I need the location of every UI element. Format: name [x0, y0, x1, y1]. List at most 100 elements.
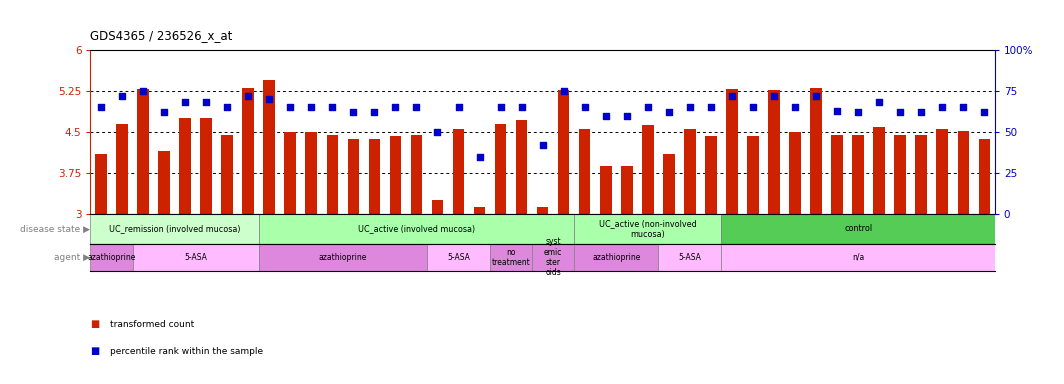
Point	[954, 104, 971, 111]
Bar	[264, 80, 275, 214]
Bar	[558, 90, 569, 214]
Text: percentile rank within the sample: percentile rank within the sample	[110, 347, 263, 356]
Bar	[874, 126, 885, 214]
Bar	[452, 129, 464, 214]
Bar	[411, 135, 422, 214]
Bar	[159, 151, 170, 214]
Bar	[659, 244, 721, 271]
Bar	[747, 136, 759, 214]
Text: no
treatment: no treatment	[492, 248, 531, 267]
Point	[177, 99, 194, 106]
Point	[808, 93, 825, 99]
Point	[724, 93, 741, 99]
Point	[702, 104, 719, 111]
Bar	[579, 129, 591, 214]
Bar	[979, 139, 991, 214]
Point	[870, 99, 887, 106]
Bar	[721, 244, 995, 271]
Bar	[259, 214, 575, 244]
Bar	[721, 214, 995, 244]
Point	[934, 104, 951, 111]
Point	[913, 109, 930, 115]
Text: n/a: n/a	[852, 253, 864, 262]
Point	[408, 104, 425, 111]
Bar	[90, 244, 133, 271]
Bar	[221, 135, 233, 214]
Point	[639, 104, 656, 111]
Bar	[726, 89, 737, 214]
Bar	[491, 244, 532, 271]
Bar	[537, 207, 548, 214]
Bar	[831, 135, 843, 214]
Bar	[852, 135, 864, 214]
Point	[450, 104, 467, 111]
Point	[976, 109, 993, 115]
Bar	[516, 120, 528, 214]
Point	[345, 109, 362, 115]
Bar	[200, 118, 212, 214]
Point	[114, 93, 131, 99]
Bar	[642, 126, 653, 214]
Text: disease state ▶: disease state ▶	[20, 224, 90, 233]
Bar	[90, 214, 259, 244]
Point	[366, 109, 383, 115]
Point	[323, 104, 340, 111]
Point	[155, 109, 172, 115]
Point	[218, 104, 235, 111]
Point	[134, 88, 151, 94]
Point	[681, 104, 698, 111]
Point	[471, 154, 488, 160]
Bar	[621, 166, 633, 214]
Bar	[684, 129, 696, 214]
Bar	[936, 129, 948, 214]
Bar	[116, 124, 128, 214]
Bar	[575, 244, 659, 271]
Bar	[432, 200, 444, 214]
Bar	[600, 166, 612, 214]
Bar	[348, 139, 360, 214]
Text: agent ▶: agent ▶	[54, 253, 90, 262]
Bar	[133, 244, 259, 271]
Bar	[284, 132, 296, 214]
Text: GDS4365 / 236526_x_at: GDS4365 / 236526_x_at	[90, 29, 233, 42]
Bar	[368, 139, 380, 214]
Point	[829, 108, 846, 114]
Text: UC_active (involved mucosa): UC_active (involved mucosa)	[358, 224, 475, 233]
Bar	[915, 135, 927, 214]
Bar	[532, 244, 575, 271]
Point	[513, 104, 530, 111]
Text: control: control	[844, 224, 872, 233]
Point	[745, 104, 762, 111]
Bar	[243, 88, 254, 214]
Bar	[389, 136, 401, 214]
Bar	[768, 90, 780, 214]
Text: 5-ASA: 5-ASA	[679, 253, 701, 262]
Point	[786, 104, 803, 111]
Bar	[180, 118, 190, 214]
Point	[577, 104, 594, 111]
Text: transformed count: transformed count	[110, 320, 194, 329]
Point	[93, 104, 110, 111]
Point	[198, 99, 215, 106]
Text: azathioprine: azathioprine	[87, 253, 136, 262]
Text: UC_active (non-involved
mucosa): UC_active (non-involved mucosa)	[599, 219, 697, 238]
Point	[892, 109, 909, 115]
Point	[765, 93, 782, 99]
Point	[597, 113, 614, 119]
Point	[618, 113, 635, 119]
Point	[850, 109, 867, 115]
Text: azathioprine: azathioprine	[318, 253, 367, 262]
Point	[261, 96, 278, 102]
Bar	[259, 244, 427, 271]
Bar	[575, 214, 721, 244]
Text: 5-ASA: 5-ASA	[184, 253, 207, 262]
Bar	[95, 154, 106, 214]
Point	[239, 93, 256, 99]
Bar	[137, 89, 149, 214]
Bar	[958, 131, 969, 214]
Bar	[427, 244, 491, 271]
Text: UC_remission (involved mucosa): UC_remission (involved mucosa)	[109, 224, 240, 233]
Point	[387, 104, 404, 111]
Bar	[895, 135, 905, 214]
Text: 5-ASA: 5-ASA	[447, 253, 470, 262]
